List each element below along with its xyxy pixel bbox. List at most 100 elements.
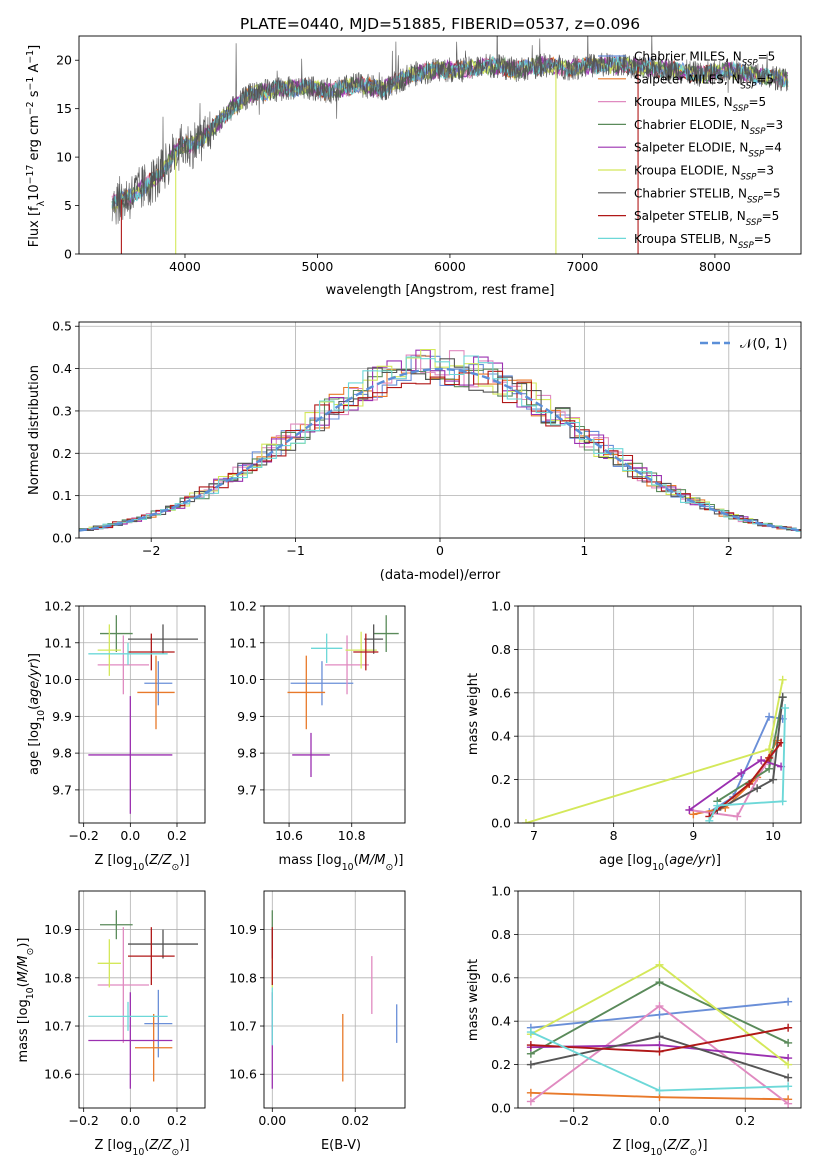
y-tick-label: 1.0 xyxy=(491,599,511,614)
y-tick-label: 10.9 xyxy=(44,922,72,937)
y-tick-label: 10.7 xyxy=(229,1019,257,1034)
error-bar-point xyxy=(88,992,173,1089)
x-tick-label: 1 xyxy=(580,543,588,558)
axes-mass_vs_Z: −0.2 0.0 0.2 10.6 10.7 10.8 10.9 mass [log10(M/… xyxy=(16,890,206,1128)
axes-weight_vs_Z: −0.2 0.0 0.2 0.0 0.2 0.4 0.6 0.8 1.0 xyxy=(491,884,802,1128)
weight-series-line xyxy=(688,759,782,811)
axes-frame xyxy=(78,321,802,539)
error-bar-point xyxy=(128,927,175,986)
axes-weight_vs_age: 7 8 9 10 0.0 0.2 0.4 0.6 0.8 1.0 xyxy=(491,599,802,843)
weight-series-line xyxy=(716,696,784,811)
legend-label: Salpeter MILES, NSSP=5 xyxy=(634,72,774,91)
axes-frame xyxy=(78,890,206,1109)
error-bar-point xyxy=(97,624,121,676)
x-tick-label: 4000 xyxy=(169,259,201,274)
y-tick-label: 15 xyxy=(56,101,72,116)
y-tick-label: 10.2 xyxy=(44,599,72,614)
legend-label: Kroupa ELODIE, NSSP=3 xyxy=(634,164,774,183)
y-tick-label: 10 xyxy=(56,150,72,165)
x-tick-label: 0 xyxy=(436,543,444,558)
error-bar-point xyxy=(97,927,149,1043)
error-bar-point xyxy=(137,655,175,730)
legend-label: Chabrier STELIB, NSSP=5 xyxy=(634,186,781,205)
legend-label: Chabrier MILES, NSSP=5 xyxy=(634,50,775,69)
error-bar-point xyxy=(128,929,198,959)
error-bar-point xyxy=(345,631,377,669)
error-bar-point xyxy=(144,661,173,706)
x-tick-label: 0.2 xyxy=(735,1113,755,1128)
axes-spectrum: 4000 5000 6000 7000 8000 0 5 10 15 20 wavelength [… xyxy=(25,35,802,298)
legend-label: Salpeter STELIB, NSSP=5 xyxy=(634,209,779,228)
spectrum-legend: Chabrier MILES, NSSP=5 Salpeter MILES, NS… xyxy=(598,50,783,251)
x-axis-label-mass-vs-EBV: E(B-V) xyxy=(321,1138,361,1153)
y-tick-label: 0.2 xyxy=(491,772,511,787)
data-spectrum-line xyxy=(111,36,789,225)
error-bar-point xyxy=(364,624,384,654)
x-tick-label: 7 xyxy=(530,828,538,843)
y-tick-label: 0.0 xyxy=(52,531,72,546)
y-tick-label: 0.1 xyxy=(52,488,72,503)
x-tick-label: 0.0 xyxy=(120,1113,140,1128)
plot-area-age_vs_mass xyxy=(287,615,399,778)
y-tick-label: 0.6 xyxy=(491,970,511,985)
error-bar-point xyxy=(144,989,173,1058)
x-tick-label: 5000 xyxy=(302,259,334,274)
error-bar-point xyxy=(97,635,149,695)
axes-frame xyxy=(78,605,206,824)
y-axis-label: age [log10(age/yr)] xyxy=(27,653,47,775)
x-axis-label-mass-vs-Z: Z [log10(Z/Z⊙)] xyxy=(94,1138,189,1158)
y-tick-label: 0.8 xyxy=(491,927,511,942)
y-tick-label: 9.8 xyxy=(237,746,257,761)
x-tick-label: −0.2 xyxy=(559,1113,589,1128)
y-tick-label: 10.6 xyxy=(44,1067,72,1082)
y-tick-label: 20 xyxy=(56,53,72,68)
error-bar-point xyxy=(353,633,379,671)
y-axis-label: Normed distribution xyxy=(27,365,42,495)
y-tick-label: 10.8 xyxy=(44,970,72,985)
x-tick-label: −0.2 xyxy=(68,828,98,843)
error-bar-point xyxy=(290,661,354,706)
x-tick-label: 0.00 xyxy=(258,1113,286,1128)
x-tick-label: 6000 xyxy=(434,259,466,274)
x-tick-label: 8 xyxy=(610,828,618,843)
x-axis-label-age-vs-mass: mass [log10(M/M⊙)] xyxy=(279,853,404,873)
error-bar-point xyxy=(287,655,326,730)
legend-label: Kroupa STELIB, NSSP=5 xyxy=(634,232,771,251)
y-axis-label: mass [log10(M/M⊙)] xyxy=(16,938,36,1063)
figure-title: PLATE=0440, MJD=51885, FIBERID=0537, z=0… xyxy=(240,15,640,33)
y-tick-label: 10.7 xyxy=(44,1019,72,1034)
y-tick-label: 9.8 xyxy=(52,746,72,761)
y-tick-label: 10.0 xyxy=(44,672,72,687)
x-axis-label-weight-vs-age: age [log10(age/yr)] xyxy=(599,853,721,873)
plot-area-residuals xyxy=(79,349,801,532)
y-tick-label: 0.4 xyxy=(491,1014,511,1029)
y-tick-label: 10.9 xyxy=(229,922,257,937)
error-bar-point xyxy=(100,615,133,652)
x-tick-label: 0.0 xyxy=(120,828,140,843)
x-tick-label: 2 xyxy=(725,543,733,558)
error-bar-point xyxy=(88,1001,168,1031)
axes-age_vs_mass: 10.6 10.8 9.7 9.8 9.9 10.0 10.1 10.2 xyxy=(229,599,406,843)
error-bar-point xyxy=(128,624,198,654)
legend-label: 𝒩(0, 1) xyxy=(740,337,787,352)
y-tick-label: 10.1 xyxy=(44,635,72,650)
histogram-series xyxy=(88,355,801,532)
y-tick-label: 0.3 xyxy=(52,403,72,418)
axes-age_vs_Z: −0.2 0.0 0.2 9.7 9.8 9.9 10.0 10.1 10.2 age [log1… xyxy=(27,599,206,843)
plot-area-mass_vs_EBV xyxy=(271,910,398,1089)
plot-area-weight_vs_age xyxy=(521,675,790,823)
error-bar-point xyxy=(325,635,369,695)
y-tick-label: 0.5 xyxy=(52,319,72,334)
y-tick-label: 0.8 xyxy=(491,642,511,657)
error-bar-point xyxy=(135,1013,173,1082)
y-tick-label: 10.8 xyxy=(229,970,257,985)
axes-frame xyxy=(517,605,802,824)
plot-area-mass_vs_Z xyxy=(88,910,198,1089)
error-bar-point xyxy=(97,939,121,988)
legend-label: Kroupa MILES, NSSP=5 xyxy=(634,95,766,114)
error-bar-point xyxy=(292,732,330,778)
y-tick-label: 10.0 xyxy=(229,672,257,687)
x-tick-label: 9 xyxy=(689,828,697,843)
error-bar-point xyxy=(128,633,175,671)
